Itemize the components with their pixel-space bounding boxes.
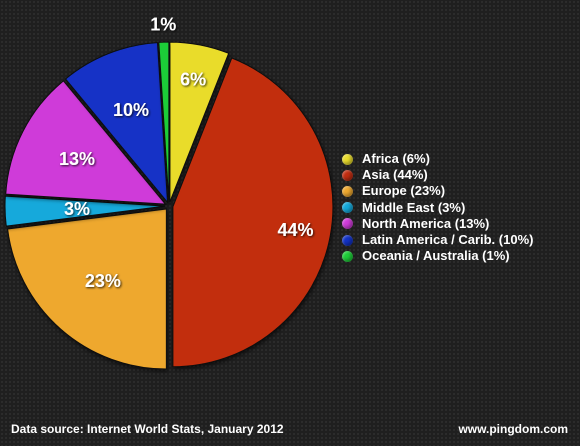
legend-swatch-middle-east (342, 202, 353, 214)
legend-item-latin-america: Latin America / Carib. (10%) (342, 232, 533, 248)
legend-swatch-asia (342, 169, 353, 181)
legend-label-europe: Europe (23%) (362, 183, 446, 199)
slice-label-africa: 6% (180, 69, 206, 89)
legend-label-north-america: North America (13%) (362, 215, 490, 231)
legend-item-africa: Africa (6%) (342, 151, 533, 167)
slice-label-latin-america: 10% (113, 100, 149, 120)
pie-slice-europe (7, 208, 167, 370)
legend-swatch-oceania (342, 250, 353, 262)
pie-slice-latin-america (64, 42, 169, 204)
legend-swatch-north-america (342, 218, 353, 230)
site-credit: www.pingdom.com (458, 422, 568, 436)
pie-slice-north-america (5, 80, 167, 205)
slice-label-north-america: 13% (59, 149, 95, 169)
legend-item-europe: Europe (23%) (342, 183, 533, 199)
legend-item-middle-east: Middle East (3%) (342, 200, 533, 216)
legend-item-north-america: North America (13%) (342, 216, 533, 232)
pie-slices (4, 41, 334, 370)
slice-label-europe: 23% (85, 271, 121, 291)
legend-label-asia: Asia (44%) (362, 167, 428, 183)
legend-label-latin-america: Latin America / Carib. (10%) (362, 232, 534, 248)
legend-swatch-africa (342, 153, 353, 165)
legend-label-africa: Africa (6%) (362, 151, 430, 167)
pie-slice-middle-east (4, 195, 166, 227)
slice-label-middle-east: 3% (64, 199, 90, 219)
legend-swatch-latin-america (342, 234, 353, 246)
legend-item-oceania: Oceania / Australia (1%) (342, 248, 533, 264)
legend-label-oceania: Oceania / Australia (1%) (362, 248, 510, 264)
pie-slice-africa (169, 41, 230, 203)
data-source-note: Data source: Internet World Stats, Janua… (11, 422, 284, 436)
pie-slice-labels: 6% 44% 23% 3% 13% 10% 1% (59, 14, 314, 291)
slice-label-oceania: 1% (150, 14, 176, 34)
slice-label-asia: 44% (278, 220, 314, 240)
legend-label-middle-east: Middle East (3%) (362, 199, 466, 215)
legend-swatch-europe (342, 185, 353, 197)
legend-item-asia: Asia (44%) (342, 167, 533, 183)
pie-slice-asia (172, 57, 334, 368)
pie-slice-oceania (158, 41, 170, 203)
chart-legend: Africa (6%) Asia (44%) Europe (23%) Midd… (342, 151, 533, 264)
